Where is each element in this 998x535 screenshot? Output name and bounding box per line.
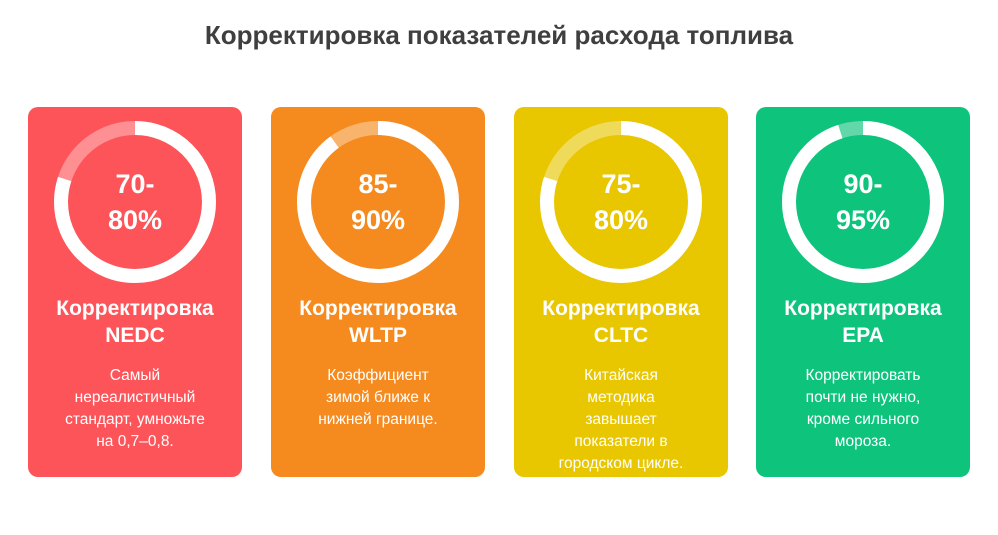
card-description: Самый нереалистичный стандарт, умножьте … bbox=[65, 367, 205, 450]
card-title: Корректировка WLTP bbox=[299, 297, 457, 347]
percentage-range: 85- 90% bbox=[350, 169, 406, 235]
progress-ring: 90- 95% bbox=[780, 119, 946, 285]
card-title: Корректировка EPA bbox=[784, 297, 942, 347]
card-cltc: 75- 80% Корректировка CLTC Китайская мет… bbox=[514, 107, 728, 477]
ring-graphic bbox=[540, 121, 702, 283]
ring-graphic bbox=[297, 121, 459, 283]
page-title: Корректировка показателей расхода топлив… bbox=[204, 20, 794, 50]
ring-graphic bbox=[54, 121, 216, 283]
progress-ring: 70- 80% bbox=[52, 119, 218, 285]
cards-row: 70- 80% Корректировка NEDC Самый нереали… bbox=[28, 107, 970, 477]
percentage-range: 75- 80% bbox=[593, 169, 649, 235]
card-description: Коэффициент зимой ближе к нижней границе… bbox=[318, 367, 438, 428]
ring-fill bbox=[782, 121, 944, 283]
ring-fill bbox=[297, 121, 459, 283]
ring-fill bbox=[540, 121, 702, 283]
ring-fill bbox=[54, 121, 216, 283]
progress-ring: 75- 80% bbox=[538, 119, 704, 285]
card-title: Корректировка NEDC bbox=[56, 297, 214, 347]
card-description: Корректировать почти не нужно, кроме сил… bbox=[805, 367, 921, 450]
card-description: Китайская методика завышает показатели в… bbox=[558, 367, 684, 472]
card-epa: 90- 95% Корректировка EPA Корректировать… bbox=[756, 107, 970, 477]
card-nedc: 70- 80% Корректировка NEDC Самый нереали… bbox=[28, 107, 242, 477]
progress-ring: 85- 90% bbox=[295, 119, 461, 285]
card-title: Корректировка CLTC bbox=[542, 297, 700, 347]
percentage-range: 70- 80% bbox=[107, 169, 163, 235]
percentage-range: 90- 95% bbox=[835, 169, 891, 235]
card-wltp: 85- 90% Корректировка WLTP Коэффициент з… bbox=[271, 107, 485, 477]
ring-graphic bbox=[782, 121, 944, 283]
